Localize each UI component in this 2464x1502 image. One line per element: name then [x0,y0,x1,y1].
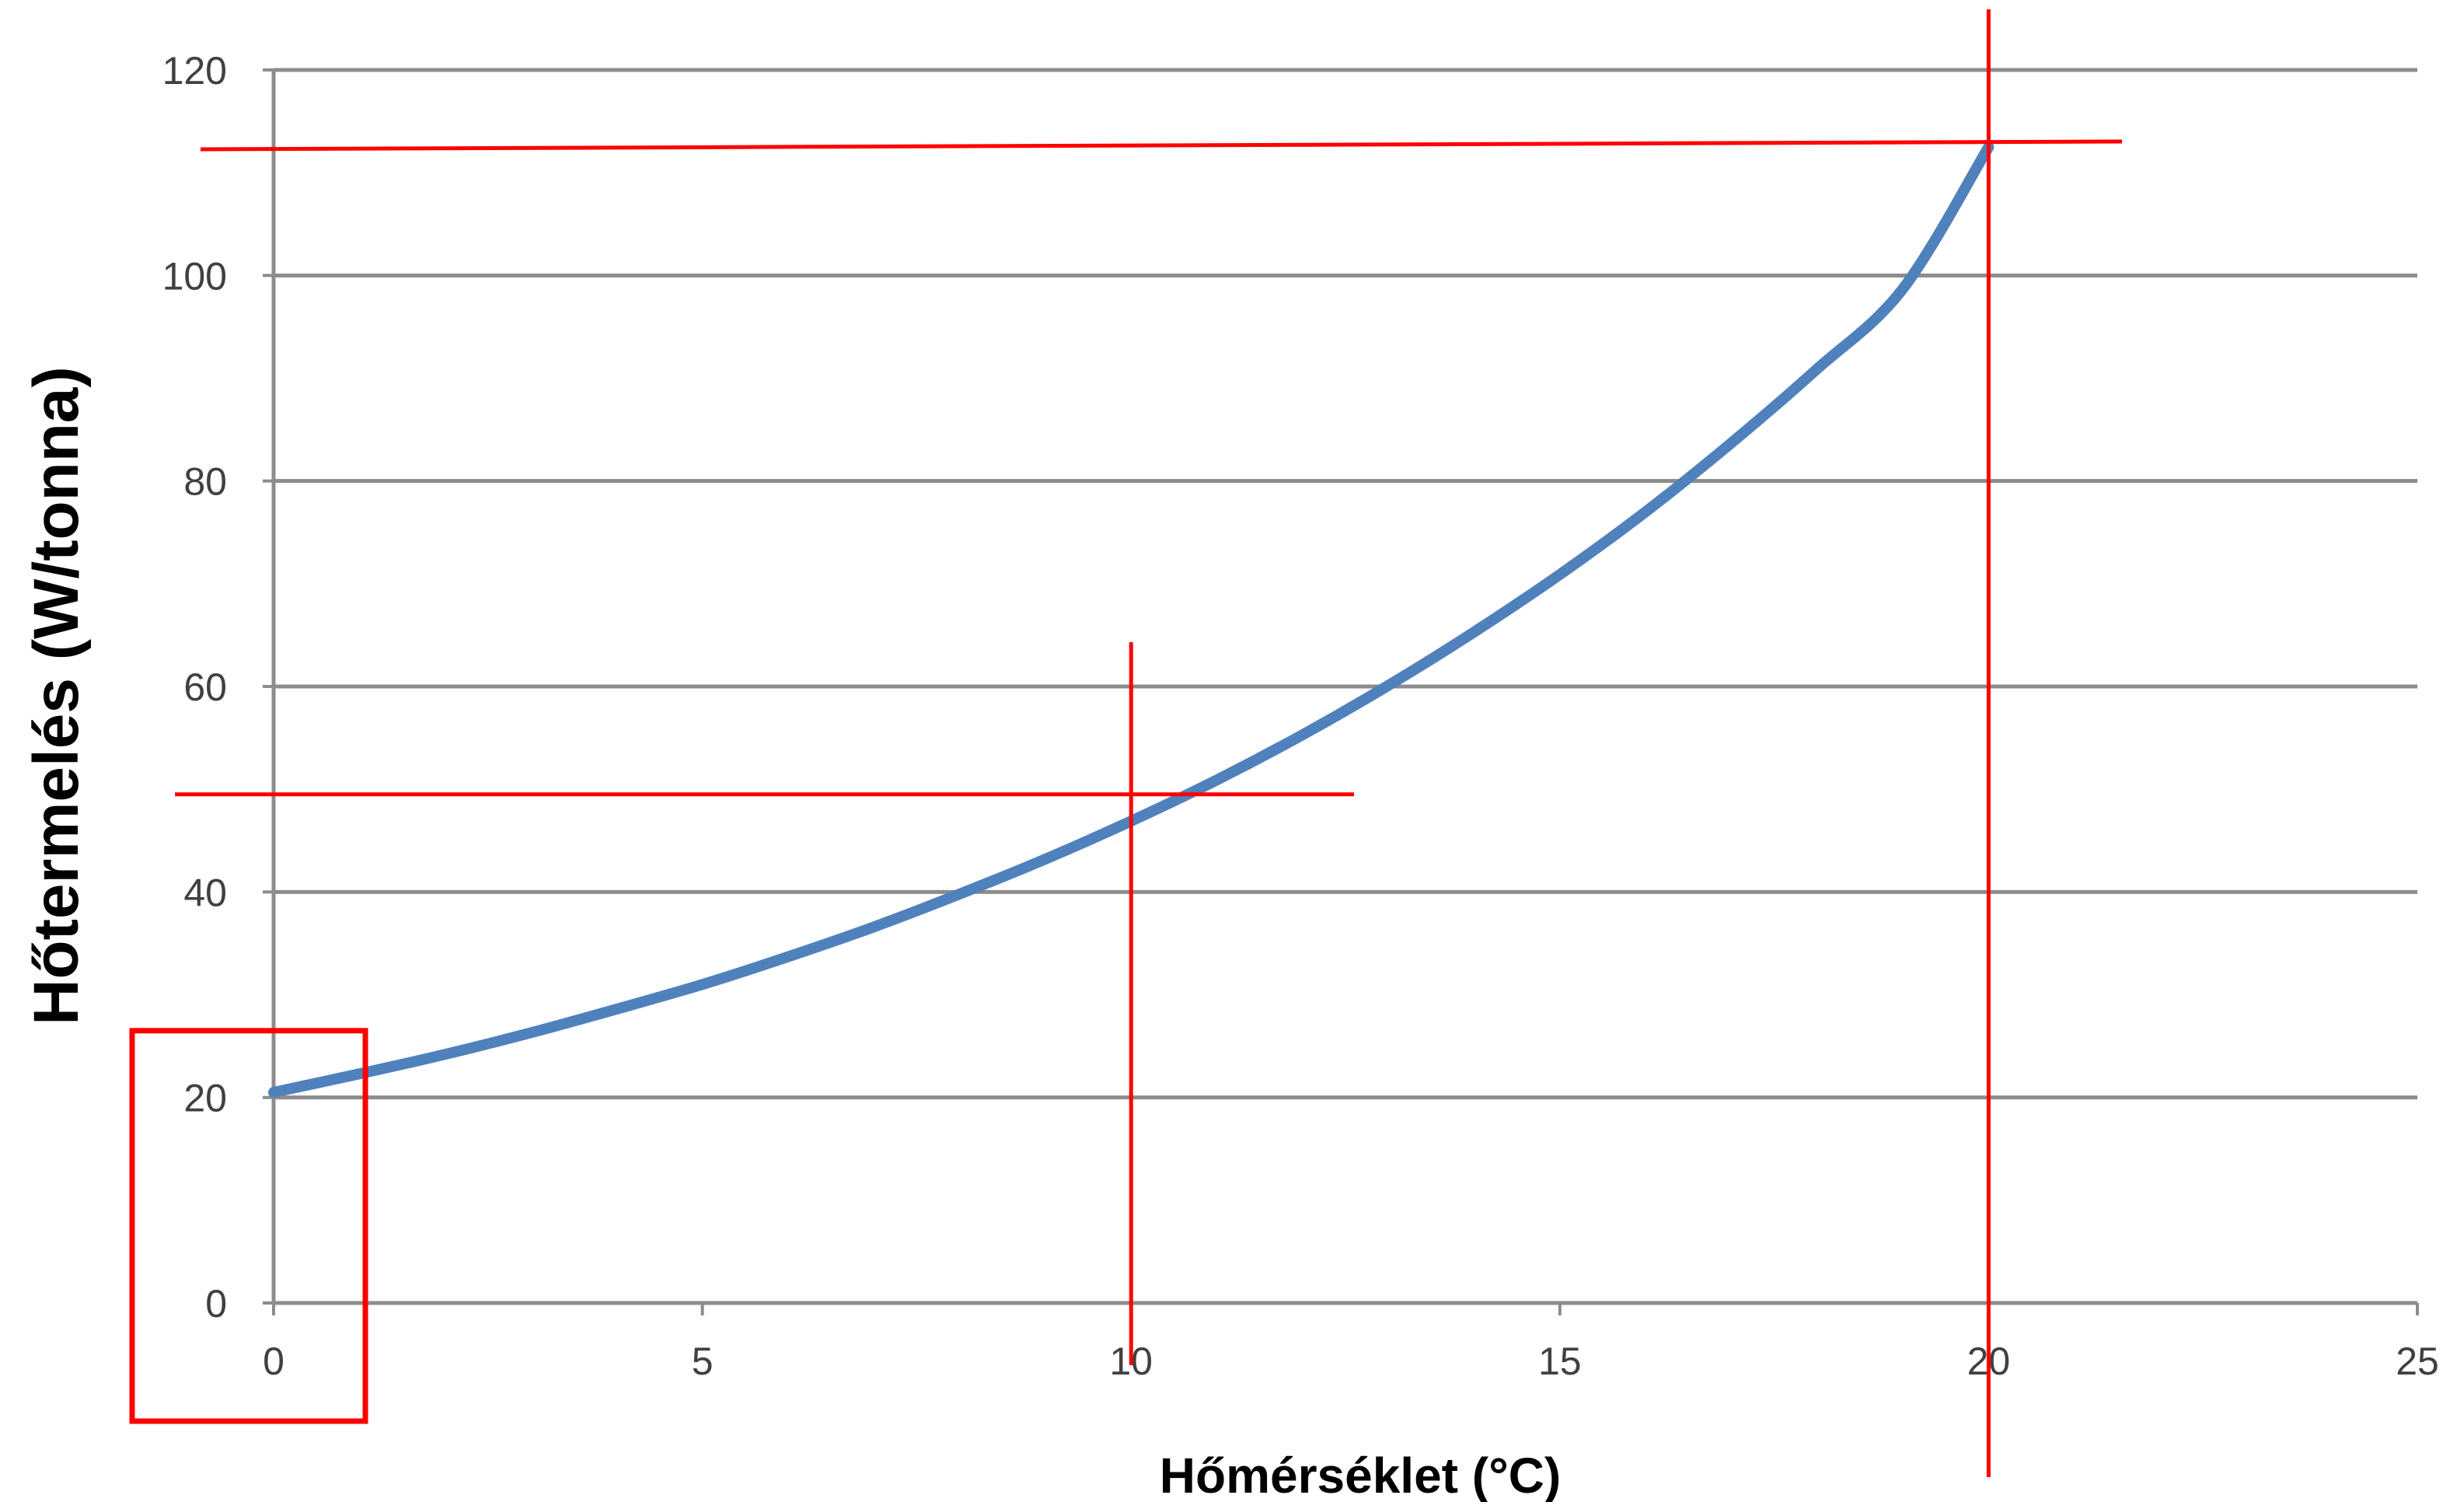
red-annotations [129,9,2123,1477]
y-tick-label: 60 [183,665,227,709]
y-axis-label: Hőtermelés (W/tonna) [21,366,92,1025]
x-tick-label: 15 [1538,1340,1582,1383]
y-tick-label: 80 [183,460,227,504]
x-tick-label: 25 [2396,1340,2439,1383]
y-tick-label: 120 [162,49,227,93]
y-tick-label: 40 [183,871,227,914]
y-tick-label: 0 [205,1282,227,1326]
highlight-box [129,1028,368,1424]
reference-hline-2 [200,139,2123,152]
x-tick-label: 5 [692,1340,714,1383]
data-series [268,141,1995,1099]
x-tick-labels: 0 5 10 15 20 25 [263,1340,2439,1383]
series-line-0 [268,141,1995,1099]
x-tick-label: 0 [263,1340,284,1383]
axes [263,68,2419,1315]
y-tick-label: 100 [162,254,227,298]
y-tick-label: 20 [183,1077,227,1120]
grid-lines [274,68,2417,1100]
y-tick-labels: 0 20 40 60 80 100 120 [162,49,227,1326]
x-axis-label: Hőmérséklet (°C) [1160,1448,1561,1502]
